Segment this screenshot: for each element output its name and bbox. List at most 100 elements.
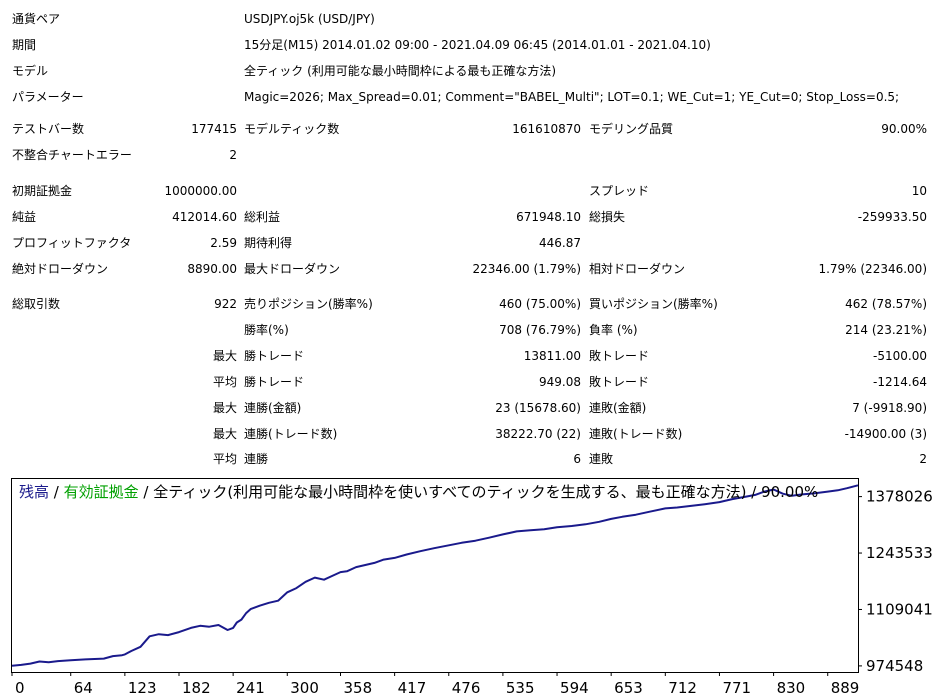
value-largest-loss-trade: -5100.00 (873, 349, 927, 363)
label-consecutive-wins-money: 連勝(金額) (244, 401, 302, 415)
x-tick-label: 417 (398, 679, 427, 697)
value-loss-trades: 214 (23.21%) (845, 323, 927, 337)
label-mismatched-errors: 不整合チャートエラー (12, 148, 132, 162)
value-bars-tested: 177415 (191, 122, 237, 136)
x-tick-label: 889 (831, 679, 860, 697)
label-consecutive-losses-count: 連敗(トレード数) (589, 427, 683, 441)
x-tick-label: 64 (74, 679, 93, 697)
x-tick-label: 182 (182, 679, 211, 697)
label-long-positions: 買いポジション(勝率%) (589, 297, 718, 311)
label-average-consecutive-wins: 連勝 (244, 452, 269, 466)
label-consecutive-losses-money: 連敗(金額) (589, 401, 647, 415)
y-tick-label: 1378026 (866, 488, 933, 506)
label-average-consecutive-losses: 連敗 (589, 452, 614, 466)
legend-balance: 残高 (19, 483, 50, 501)
prefix-average-consecutive: 平均 (212, 452, 237, 466)
label-spread: スプレッド (589, 184, 650, 198)
x-tick-label: 535 (506, 679, 535, 697)
value-consecutive-wins-money: 23 (15678.60) (495, 401, 581, 415)
label-short-positions: 売りポジション(勝率%) (244, 297, 373, 311)
label-parameters: パラメーター (12, 90, 84, 104)
chart-legend: 残高 / 有効証拠金 / 全ティック(利用可能な最小時間枠を使いすべてのティック… (19, 483, 818, 501)
prefix-maximal: 最大 (212, 427, 237, 441)
value-period: 15分足(M15) 2014.01.02 09:00 - 2021.04.09 … (244, 38, 711, 52)
series-line-balance (11, 484, 859, 667)
legend-separator: / (49, 483, 64, 501)
value-maximal-drawdown: 22346.00 (1.79%) (472, 262, 581, 276)
value-model: 全ティック (利用可能な最小時間枠による最も正確な方法) (244, 64, 557, 78)
value-gross-loss: -259933.50 (857, 210, 927, 224)
plot-frame (11, 478, 859, 673)
x-tick-label: 300 (290, 679, 319, 697)
x-tick-label: 358 (343, 679, 372, 697)
label-average-profit-trade: 勝トレード (244, 375, 305, 389)
value-profit-trades: 708 (76.79%) (499, 323, 581, 337)
value-total-trades: 922 (214, 297, 237, 311)
label-largest-profit-trade: 勝トレード (244, 349, 305, 363)
value-long-positions: 462 (78.57%) (845, 297, 927, 311)
value-consecutive-losses-money: 7 (-9918.90) (852, 401, 927, 415)
y-tick-label: 1243533 (866, 544, 933, 562)
label-gross-loss: 総損失 (589, 210, 626, 224)
value-parameters: Magic=2026; Max_Spread=0.01; Comment="BA… (244, 90, 900, 104)
legend-description: / 全ティック(利用可能な最小時間枠を使いすべてのティックを生成する、最も正確な… (138, 483, 819, 501)
x-tick-label: 712 (668, 679, 697, 697)
value-average-profit-trade: 949.08 (539, 375, 581, 389)
value-net-profit: 412014.60 (172, 210, 237, 224)
y-tick-label: 974548 (866, 657, 923, 675)
value-absolute-drawdown: 8890.00 (187, 262, 237, 276)
x-tick-label: 476 (452, 679, 481, 697)
value-relative-drawdown: 1.79% (22346.00) (818, 262, 927, 276)
label-largest-loss-trade: 敗トレード (589, 349, 650, 363)
value-average-loss-trade: -1214.64 (873, 375, 927, 389)
label-period: 期間 (12, 38, 37, 52)
label-average-loss-trade: 敗トレード (589, 375, 650, 389)
label-profit-factor: プロフィットファクタ (12, 236, 132, 250)
value-average-consecutive-wins: 6 (573, 452, 581, 466)
balance-chart: 1378026 1243533 1109041 974548 0 64 123 182 241… (0, 474, 944, 699)
value-initial-deposit: 1000000.00 (164, 184, 237, 198)
label-bars-tested: テストバー数 (12, 122, 85, 136)
x-tick-label: 830 (777, 679, 806, 697)
label-loss-trades: 負率 (%) (589, 323, 638, 337)
legend-equity: 有効証拠金 (63, 483, 139, 501)
x-tick-label: 123 (128, 679, 157, 697)
prefix-largest: 最大 (212, 349, 237, 363)
prefix-average: 平均 (212, 375, 237, 389)
label-consecutive-wins-count: 連勝(トレード数) (244, 427, 338, 441)
label-model: モデル (12, 64, 49, 78)
label-relative-drawdown: 相対ドローダウン (589, 262, 686, 276)
x-tick-label: 594 (560, 679, 589, 697)
value-consecutive-losses-count: -14900.00 (3) (844, 427, 927, 441)
value-mismatched-errors: 2 (229, 148, 237, 162)
value-gross-profit: 671948.10 (516, 210, 581, 224)
value-average-consecutive-losses: 2 (919, 452, 927, 466)
value-profit-factor: 2.59 (210, 236, 237, 250)
x-tick-label: 0 (15, 679, 25, 697)
value-modelling-quality: 90.00% (881, 122, 927, 136)
label-profit-trades: 勝率(%) (244, 323, 289, 337)
prefix-maximum: 最大 (212, 401, 237, 415)
label-net-profit: 純益 (12, 210, 37, 224)
label-modelling-quality: モデリング品質 (589, 122, 674, 136)
label-gross-profit: 総利益 (244, 210, 281, 224)
label-absolute-drawdown: 絶対ドローダウン (12, 262, 109, 276)
value-expected-payoff: 446.87 (539, 236, 581, 250)
x-tick-label: 241 (236, 679, 265, 697)
label-ticks-modelled: モデルティック数 (244, 122, 340, 136)
label-maximal-drawdown: 最大ドローダウン (244, 262, 341, 276)
label-expected-payoff: 期待利得 (244, 236, 293, 250)
label-total-trades: 総取引数 (12, 297, 61, 311)
label-symbol: 通貨ペア (12, 12, 61, 26)
value-largest-profit-trade: 13811.00 (523, 349, 581, 363)
balance-chart-svg: 1378026 1243533 1109041 974548 0 64 123 182 241… (11, 478, 933, 697)
x-tick-label: 653 (614, 679, 643, 697)
value-short-positions: 460 (75.00%) (499, 297, 581, 311)
y-tick-label: 1109041 (866, 600, 933, 618)
value-consecutive-wins-count: 38222.70 (22) (495, 427, 581, 441)
x-tick-label: 771 (722, 679, 751, 697)
value-ticks-modelled: 161610870 (512, 122, 581, 136)
value-spread: 10 (911, 184, 927, 198)
label-initial-deposit: 初期証拠金 (12, 184, 73, 198)
value-symbol: USDJPY.oj5k (USD/JPY) (244, 12, 375, 26)
